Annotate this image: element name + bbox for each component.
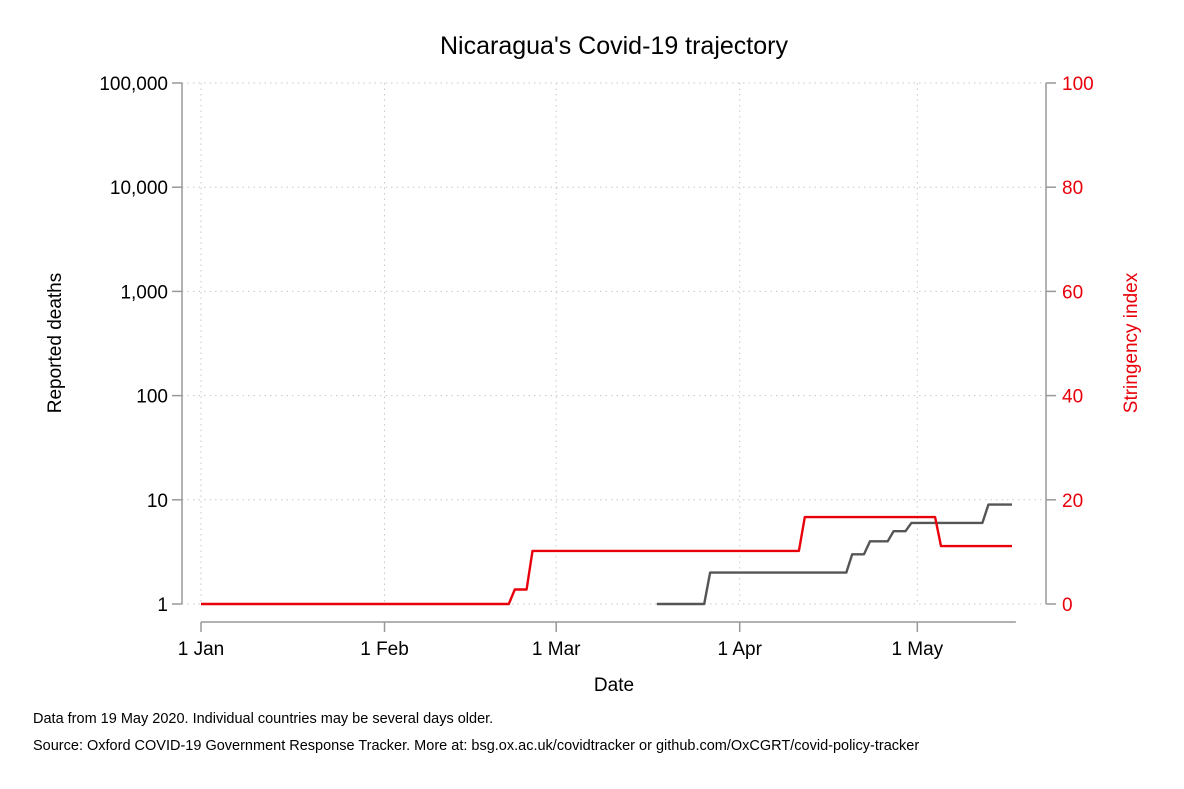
grid bbox=[182, 82, 1046, 605]
x-tick-label: 1 Mar bbox=[532, 639, 581, 660]
y-right-tick-label: 40 bbox=[1062, 387, 1083, 408]
y-right-tick-label: 80 bbox=[1062, 178, 1083, 199]
x-axis-label: Date bbox=[594, 675, 634, 696]
axes: 1 10 100 1,000 10,000 100,000 0 20 40 60 80 100 1 Ja… bbox=[99, 74, 1093, 660]
y-right-tick-label: 20 bbox=[1062, 491, 1083, 512]
x-tick-label: 1 Apr bbox=[718, 639, 763, 660]
y-right-tick-label: 0 bbox=[1062, 595, 1073, 616]
y-left-tick-label: 10,000 bbox=[110, 178, 168, 199]
y-left-tick-label: 100,000 bbox=[99, 74, 168, 95]
data-note: Data from 19 May 2020. Individual countr… bbox=[33, 711, 494, 727]
y-right-tick-label: 100 bbox=[1062, 74, 1094, 95]
x-tick-label: 1 Feb bbox=[360, 639, 409, 660]
series-line-stringency bbox=[201, 515, 1012, 606]
x-tick-label: 1 May bbox=[891, 639, 943, 660]
source-note: Source: Oxford COVID-19 Government Respo… bbox=[33, 738, 920, 754]
y-left-tick-label: 100 bbox=[136, 387, 168, 408]
series-line-deaths bbox=[656, 503, 1012, 606]
y-left-tick-label: 10 bbox=[147, 491, 168, 512]
series bbox=[201, 503, 1012, 606]
y-right-tick-label: 60 bbox=[1062, 282, 1083, 303]
y-axis-left-label: Reported deaths bbox=[45, 273, 66, 414]
x-tick-label: 1 Jan bbox=[178, 639, 224, 660]
chart: Nicaragua's Covid-19 trajectory 1 10 100 1,… bbox=[45, 32, 1142, 696]
y-left-tick-label: 1 bbox=[157, 595, 168, 616]
chart-title: Nicaragua's Covid-19 trajectory bbox=[440, 32, 788, 60]
y-left-tick-label: 1,000 bbox=[120, 282, 168, 303]
y-axis-right-label: Stringency index bbox=[1121, 272, 1142, 413]
